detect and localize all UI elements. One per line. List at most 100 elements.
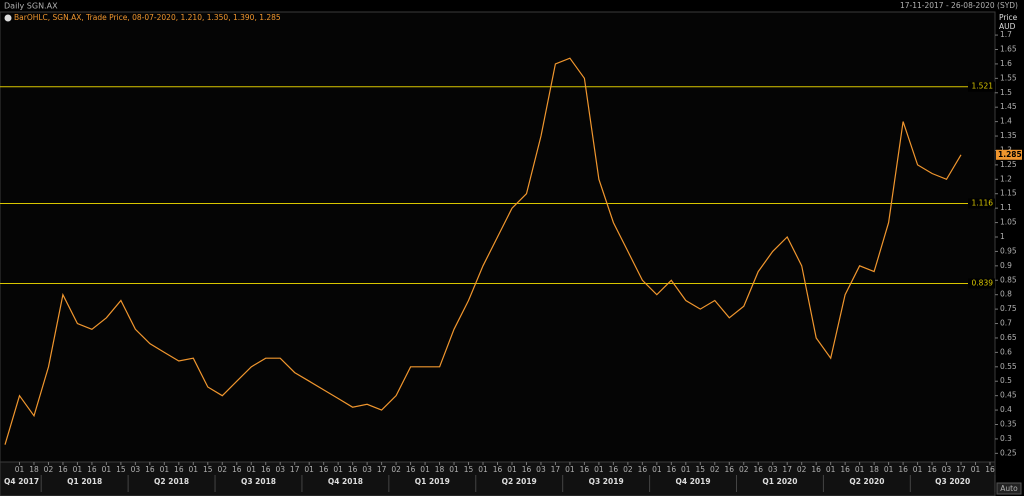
last-price-label: 1.285 [998, 150, 1022, 159]
x-tick-label: 01 [189, 465, 199, 474]
x-tick-label: 16 [348, 465, 358, 474]
x-tick-label: 16 [927, 465, 937, 474]
quarter-label: Q4 2017 [4, 477, 39, 486]
y-tick-label: 0.8 [1000, 290, 1012, 299]
quarter-label: Q2 2020 [849, 477, 884, 486]
x-tick-label: 16 [724, 465, 734, 474]
level-label-bg [968, 278, 995, 289]
x-tick-label: 01 [652, 465, 662, 474]
quarter-label: Q4 2019 [676, 477, 711, 486]
level-label: 0.839 [972, 278, 994, 287]
quarter-label: Q3 2020 [935, 477, 970, 486]
x-tick-label: 16 [898, 465, 908, 474]
x-tick-label: 03 [536, 465, 546, 474]
x-tick-label: 01 [102, 465, 112, 474]
x-tick-label: 03 [768, 465, 778, 474]
level-label: 1.116 [972, 199, 994, 208]
x-tick-label: 02 [623, 465, 633, 474]
y-axis-label: Price [999, 13, 1018, 22]
quarter-label: Q1 2018 [67, 477, 102, 486]
y-tick-label: 1.05 [1000, 218, 1017, 227]
x-tick-label: 17 [956, 465, 966, 474]
x-tick-label: 16 [667, 465, 677, 474]
x-tick-label: 01 [160, 465, 170, 474]
x-tick-label: 16 [58, 465, 68, 474]
y-tick-label: 1.6 [1000, 59, 1012, 68]
x-tick-label: 16 [522, 465, 532, 474]
y-tick-label: 0.45 [1000, 391, 1017, 400]
x-tick-label: 16 [985, 465, 995, 474]
x-tick-label: 01 [884, 465, 894, 474]
x-tick-label: 03 [275, 465, 285, 474]
y-tick-label: 1.65 [1000, 45, 1017, 54]
quarter-label: Q3 2018 [241, 477, 276, 486]
y-tick-label: 1.55 [1000, 73, 1017, 82]
x-tick-label: 16 [261, 465, 271, 474]
y-tick-label: 1.35 [1000, 131, 1017, 140]
quarter-label: Q3 2019 [589, 477, 624, 486]
x-tick-label: 01 [971, 465, 981, 474]
x-tick-label: 18 [29, 465, 39, 474]
y-tick-label: 1.7 [1000, 30, 1012, 39]
x-tick-label: 16 [232, 465, 242, 474]
x-tick-label: 01 [73, 465, 83, 474]
x-tick-label: 16 [493, 465, 503, 474]
x-tick-label: 03 [362, 465, 372, 474]
x-tick-label: 16 [753, 465, 763, 474]
y-tick-label: 0.65 [1000, 333, 1017, 342]
y-tick-label: 1.2 [1000, 174, 1012, 183]
x-tick-label: 17 [782, 465, 792, 474]
date-range: 17-11-2017 - 26-08-2020 (SYD) [900, 1, 1018, 10]
x-tick-label: 15 [203, 465, 213, 474]
x-tick-label: 02 [739, 465, 749, 474]
y-tick-label: 0.25 [1000, 448, 1017, 457]
y-tick-label: 0.7 [1000, 319, 1012, 328]
x-tick-label: 18 [435, 465, 445, 474]
quarter-label: Q2 2019 [502, 477, 537, 486]
x-tick-label: 01 [913, 465, 923, 474]
x-tick-label: 01 [304, 465, 314, 474]
x-tick-label: 17 [290, 465, 300, 474]
quarter-label: Q1 2019 [415, 477, 450, 486]
y-tick-label: 0.6 [1000, 347, 1012, 356]
y-tick-label: 0.85 [1000, 275, 1017, 284]
y-tick-label: 0.35 [1000, 420, 1017, 429]
x-tick-label: 01 [565, 465, 575, 474]
x-tick-label: 02 [391, 465, 401, 474]
legend-text: BarOHLC, SGN.AX, Trade Price, 08-07-2020… [14, 13, 281, 22]
x-tick-label: 01 [681, 465, 691, 474]
x-tick-label: 02 [710, 465, 720, 474]
x-tick-label: 03 [942, 465, 952, 474]
x-tick-label: 01 [855, 465, 865, 474]
y-tick-label: 0.9 [1000, 261, 1012, 270]
y-tick-label: 0.5 [1000, 376, 1012, 385]
y-tick-label: 0.75 [1000, 304, 1017, 313]
y-tick-label: 1.45 [1000, 102, 1017, 111]
x-tick-label: 18 [869, 465, 879, 474]
price-line [4, 57, 962, 445]
x-tick-label: 01 [449, 465, 459, 474]
x-tick-label: 03 [131, 465, 141, 474]
scale-mode-button[interactable] [996, 482, 1022, 495]
y-tick-label: 1.5 [1000, 88, 1012, 97]
x-tick-label: 15 [464, 465, 474, 474]
chart-title: Daily SGN.AX [4, 2, 58, 11]
x-tick-label: 15 [116, 465, 126, 474]
x-tick-label: 16 [840, 465, 850, 474]
level-label-bg [968, 81, 995, 92]
y-tick-label: 1.15 [1000, 189, 1017, 198]
legend-icon[interactable] [4, 14, 12, 22]
quarter-label: Q1 2020 [762, 477, 797, 486]
x-tick-label: 17 [377, 465, 387, 474]
level-label: 1.521 [972, 82, 994, 91]
y-tick-label: 1 [1000, 232, 1005, 241]
level-label-bg [968, 198, 995, 209]
y-axis-label: AUD [999, 22, 1016, 31]
y-tick-label: 0.3 [1000, 434, 1012, 443]
scale-mode: Auto [1000, 484, 1018, 493]
x-tick-label: 01 [478, 465, 488, 474]
x-tick-label: 02 [797, 465, 807, 474]
x-tick-label: 16 [319, 465, 329, 474]
x-tick-label: 02 [218, 465, 228, 474]
